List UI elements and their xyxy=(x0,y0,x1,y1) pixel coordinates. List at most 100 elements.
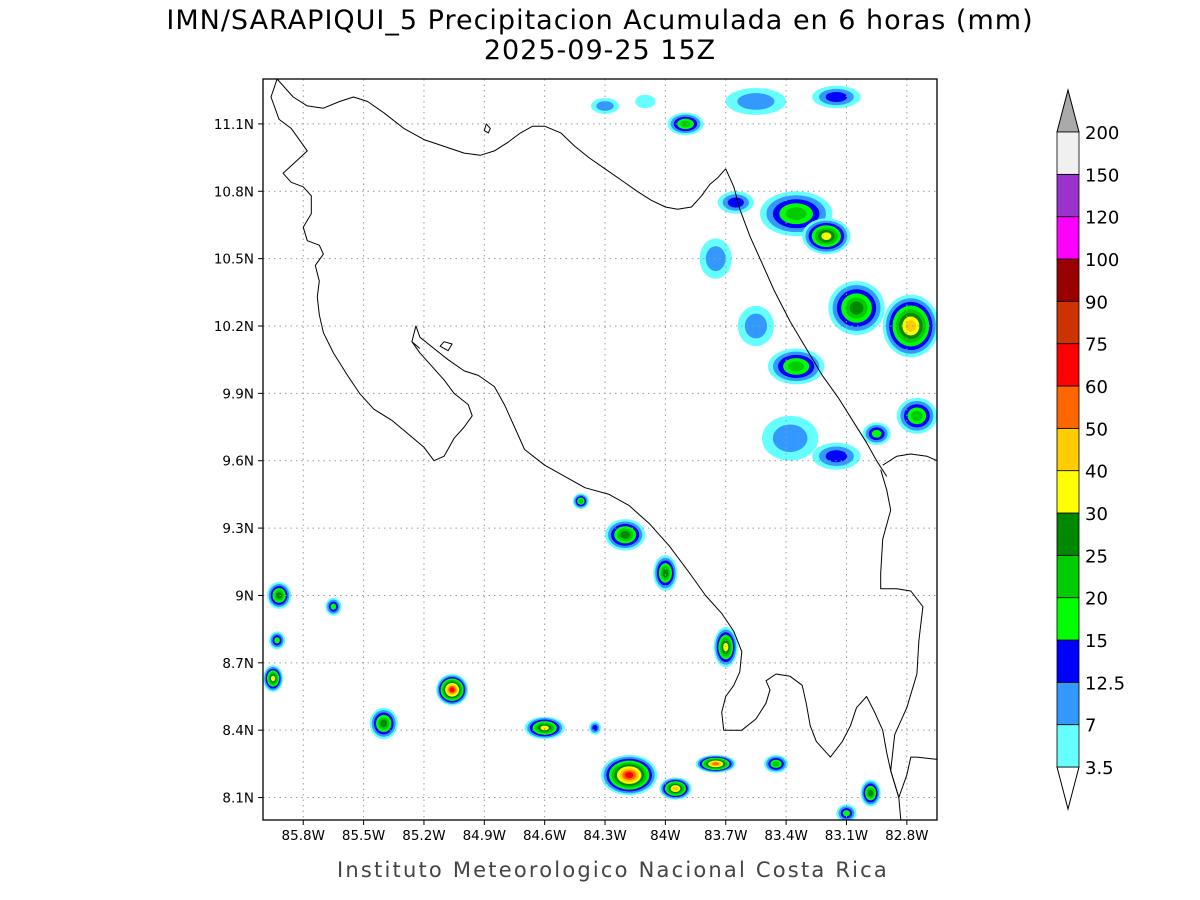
lon-tick-label: 84.6W xyxy=(523,828,566,844)
lon-tick-label: 85.5W xyxy=(342,828,385,844)
colorbar-label: 25 xyxy=(1085,546,1108,567)
precip-contour xyxy=(825,450,848,463)
nicaragua-coastline xyxy=(276,79,727,210)
colorbar-label: 200 xyxy=(1085,123,1119,144)
precip-contour xyxy=(871,429,882,438)
precip-cell xyxy=(659,777,692,800)
precip-contour xyxy=(905,320,917,332)
lon-tick-label: 84W xyxy=(650,828,681,844)
island-outline xyxy=(483,123,491,134)
lat-tick-label: 11.1N xyxy=(214,117,254,133)
lon-tick-label: 83.7W xyxy=(704,828,747,844)
colorbar-segment xyxy=(1056,597,1080,641)
precip-cell xyxy=(763,754,789,773)
precip-contour xyxy=(672,786,679,791)
precip-contour xyxy=(911,410,923,421)
colorbar-label: 15 xyxy=(1085,631,1108,652)
precip-cell xyxy=(761,415,819,461)
colorbar-segment xyxy=(1056,639,1080,683)
lat-tick-label: 9.9N xyxy=(222,386,254,402)
precip-cell xyxy=(695,754,736,773)
colorbar-label: 90 xyxy=(1085,292,1108,313)
colorbar-label: 120 xyxy=(1085,208,1119,229)
colorbar-segment xyxy=(1056,470,1080,514)
precip-cell xyxy=(572,493,589,510)
caribbean-coastline xyxy=(882,453,937,466)
lon-tick-label: 85.8W xyxy=(282,828,325,844)
precip-contour xyxy=(624,772,634,779)
precip-cell xyxy=(725,87,787,115)
longitude-axis: 85.8W 85.5W 85.2W 84.9W 84.6W 84.3W 84W 83.7W 83… xyxy=(282,820,929,844)
precip-contour xyxy=(842,810,850,817)
precip-contour xyxy=(772,761,780,767)
precip-contour xyxy=(772,424,808,453)
precip-contour xyxy=(723,642,729,652)
figure-title-line1: IMN/SARAPIQUI_5 Precipitacion Acumulada … xyxy=(166,5,1033,36)
precip-cell xyxy=(836,804,857,820)
colorbar-segment xyxy=(1056,300,1080,345)
costa-rica-nicaragua-border xyxy=(725,168,888,477)
figure-title-line2: 2025-09-25 15Z xyxy=(484,35,716,66)
colorbar-label: 50 xyxy=(1085,419,1108,440)
colorbar-label: 12.5 xyxy=(1085,673,1125,694)
colorbar-segment xyxy=(1056,554,1080,599)
coastlines-and-borders xyxy=(270,79,937,820)
precip-cell xyxy=(601,754,658,796)
precip-contour xyxy=(737,93,775,110)
precip-cell xyxy=(436,674,469,706)
precip-contour xyxy=(592,724,598,731)
precip-contour xyxy=(330,603,337,610)
precip-cell xyxy=(267,581,292,609)
grid-lines xyxy=(263,79,937,820)
precip-contour xyxy=(596,101,614,111)
lat-tick-label: 9.6N xyxy=(222,454,254,470)
precip-contour xyxy=(380,719,388,728)
map-panel: 85.8W 85.5W 85.2W 84.9W 84.6W 84.3W 84W 83.7W 83… xyxy=(214,78,938,844)
colorbar-segment xyxy=(1056,258,1080,302)
lon-tick-label: 83.1W xyxy=(825,828,868,844)
colorbar-segment xyxy=(1056,512,1080,556)
precip-cell xyxy=(588,721,602,735)
costa-rica-panama-border xyxy=(880,469,924,820)
precip-cell xyxy=(325,597,342,616)
precip-cell xyxy=(635,94,656,109)
precipitation-layer xyxy=(263,85,937,820)
island-outline xyxy=(439,341,453,352)
lat-tick-label: 8.7N xyxy=(222,656,254,672)
credit-text: Instituto Meteorologico Nacional Costa R… xyxy=(337,858,889,882)
precip-cell xyxy=(590,98,620,114)
lat-tick-label: 9N xyxy=(235,588,254,604)
precip-contour xyxy=(788,361,805,372)
precip-contour xyxy=(868,789,874,797)
colorbar-label: 30 xyxy=(1085,504,1108,525)
colorbar-segment xyxy=(1056,385,1080,429)
colorbar-segment xyxy=(1056,216,1080,260)
lon-tick-label: 82.8W xyxy=(885,828,928,844)
lon-tick-label: 83.4W xyxy=(764,828,807,844)
precip-contour xyxy=(276,592,283,599)
colorbar-segment xyxy=(1056,173,1080,218)
precip-cell xyxy=(713,626,738,668)
precip-cell xyxy=(269,631,286,650)
precip-contour xyxy=(821,232,832,240)
colorbar-label: 40 xyxy=(1085,462,1108,483)
colorbar-label: 60 xyxy=(1085,377,1108,398)
lon-tick-label: 84.9W xyxy=(463,828,506,844)
precip-contour xyxy=(727,197,744,208)
colorbar-segment xyxy=(1056,681,1080,726)
colorbar-segment xyxy=(1056,343,1080,387)
precip-contour xyxy=(620,531,631,539)
precip-cell xyxy=(699,238,732,279)
precip-contour xyxy=(785,207,807,221)
precip-cell xyxy=(263,665,284,693)
precip-contour xyxy=(662,568,669,578)
precip-contour xyxy=(635,94,656,109)
precip-cell xyxy=(605,519,646,551)
precip-contour xyxy=(849,301,864,315)
precip-cell xyxy=(524,716,565,740)
precip-contour xyxy=(744,313,768,339)
lat-tick-label: 10.2N xyxy=(214,319,254,335)
lon-tick-label: 85.2W xyxy=(402,828,445,844)
precip-cell xyxy=(896,397,937,434)
